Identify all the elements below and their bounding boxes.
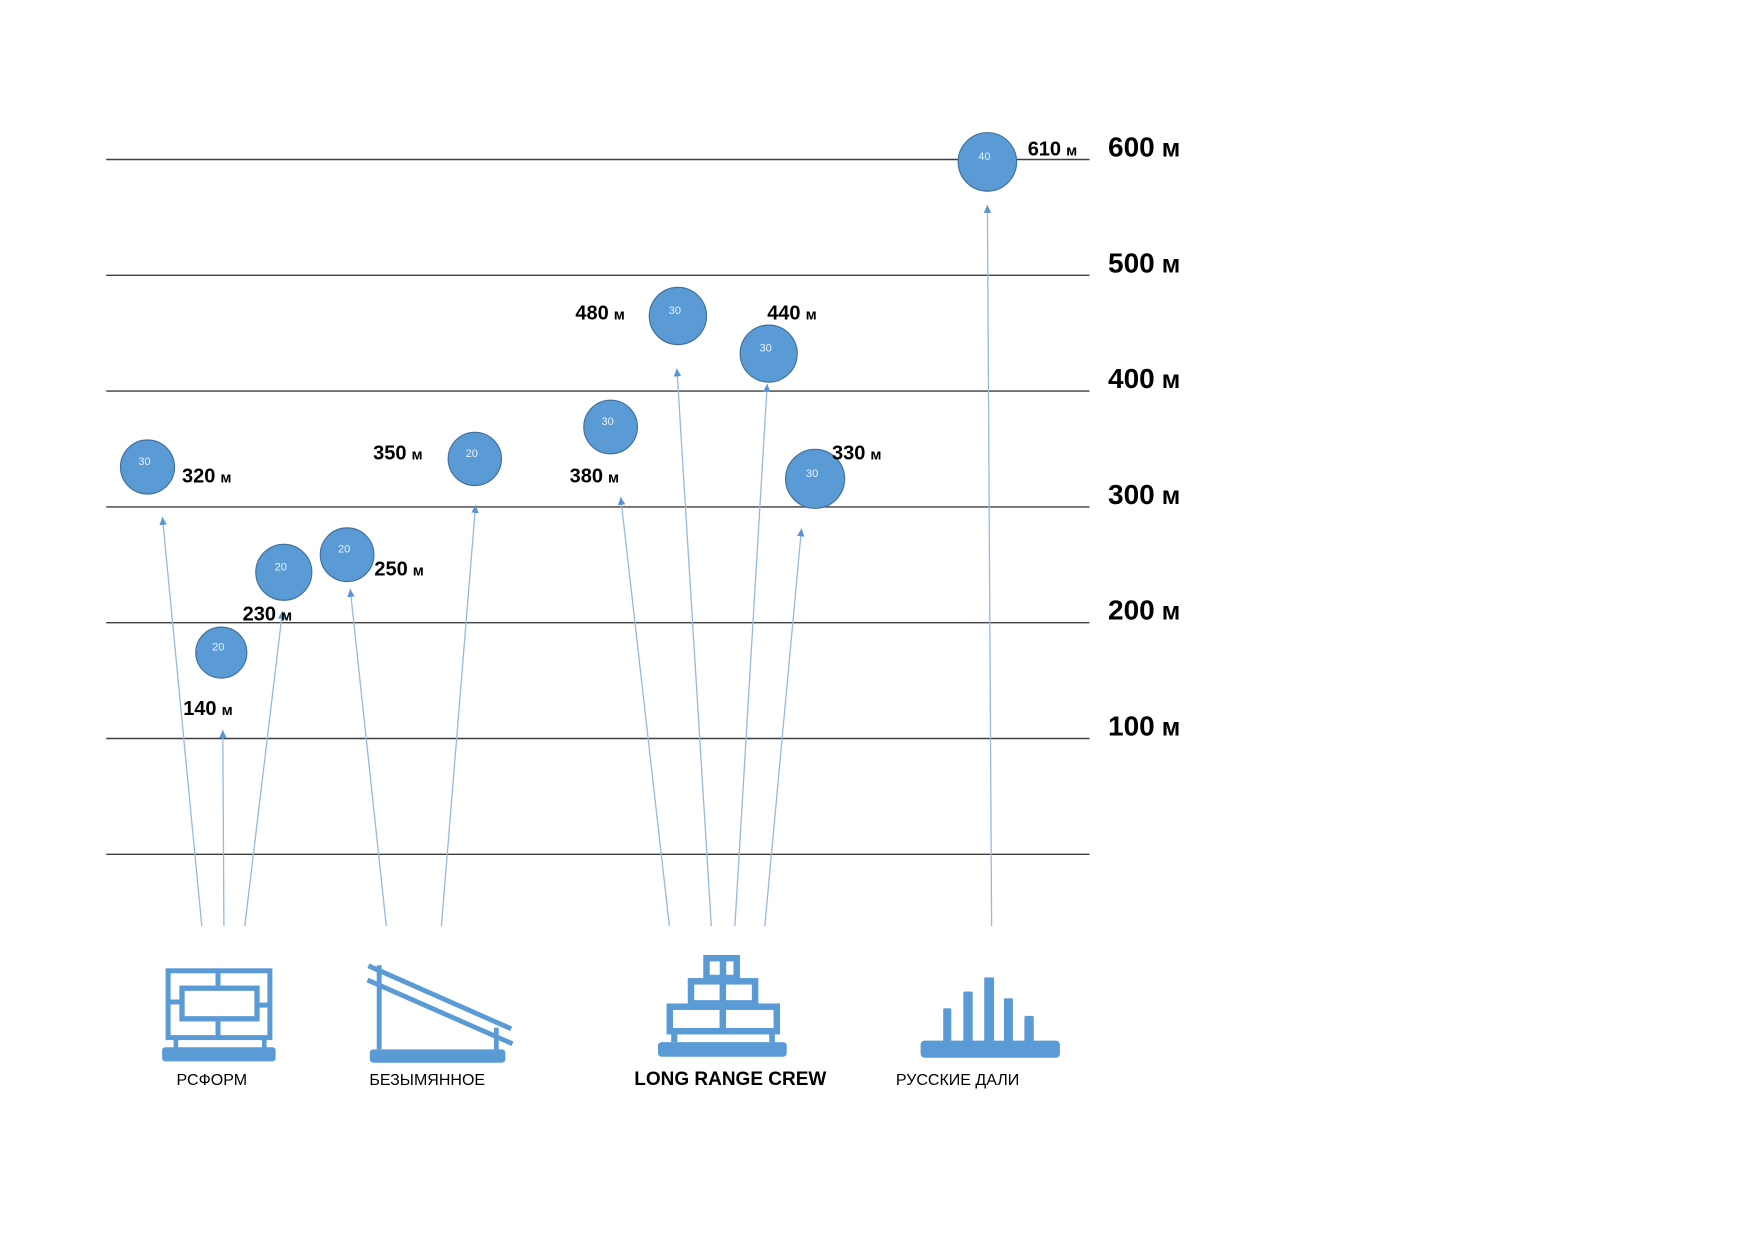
svg-text:20: 20 [212, 642, 224, 654]
svg-text:30: 30 [806, 468, 818, 480]
svg-text:РСФОРМ: РСФОРМ [177, 1072, 247, 1089]
svg-text:40: 40 [978, 151, 990, 163]
svg-text:30: 30 [669, 305, 681, 317]
svg-text:30: 30 [760, 343, 772, 355]
svg-text:30: 30 [138, 456, 150, 468]
svg-text:20: 20 [338, 544, 350, 556]
svg-text:20: 20 [466, 448, 478, 460]
svg-text:20: 20 [275, 561, 287, 573]
svg-text:30: 30 [601, 416, 613, 428]
svg-text:РУССКИЕ ДАЛИ: РУССКИЕ ДАЛИ [896, 1072, 1019, 1089]
svg-text:БЕЗЫМЯННОЕ: БЕЗЫМЯННОЕ [369, 1072, 485, 1089]
svg-text:LONG RANGE CREW: LONG RANGE CREW [634, 1069, 826, 1090]
